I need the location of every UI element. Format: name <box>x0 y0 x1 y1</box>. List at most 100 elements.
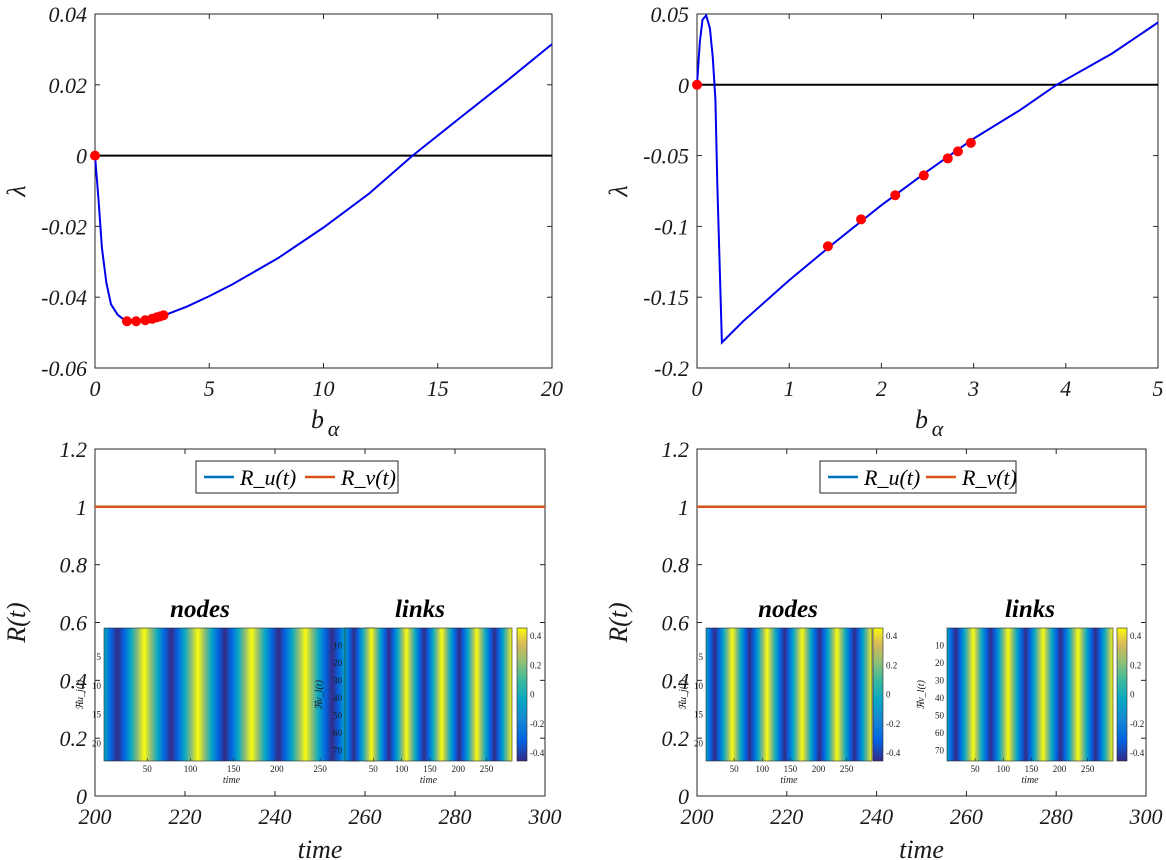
marker-point <box>90 150 100 161</box>
marker-point <box>890 190 901 201</box>
x-tick-label: 4 <box>1060 376 1071 401</box>
y-axis-label: R(t) <box>604 602 633 643</box>
inset-x-tick-label: 100 <box>997 764 1011 774</box>
y-tick-label: -0.06 <box>41 356 87 381</box>
legend-label: R_v(t) <box>961 465 1017 490</box>
colorbar-tick-label: -0.2 <box>530 719 544 729</box>
y-tick-label: 0 <box>678 784 689 809</box>
inset-y-tick-label: 30 <box>333 676 343 686</box>
inset-y-tick-label: 40 <box>333 693 343 703</box>
inset-y-tick-label: 15 <box>694 710 704 720</box>
y-tick-label: 1.2 <box>662 437 690 462</box>
x-tick-label: 260 <box>349 804 382 829</box>
y-tick-label: 0.2 <box>60 726 88 751</box>
inset-x-tick-label: 200 <box>270 764 284 774</box>
inset-x-tick-label: 100 <box>184 764 198 774</box>
colorbar-tick-label: -0.2 <box>886 719 900 729</box>
chart-top-left: 0 5 10 15 20 -0.06 -0.04 -0.02 0 0.02 0.04 b α λ <box>2 2 563 441</box>
inset-y-tick-label: 20 <box>92 739 102 749</box>
inset-x-label: time <box>1021 775 1039 786</box>
heatmap <box>946 627 1114 762</box>
x-tick-label: 15 <box>427 376 449 401</box>
inset-x-tick-label: 100 <box>395 764 409 774</box>
x-tick-label: 260 <box>950 804 983 829</box>
inset-x-label: time <box>780 775 798 786</box>
colorbar <box>1116 627 1128 762</box>
y-tick-label: 1.2 <box>60 437 88 462</box>
y-axis-label: λ <box>2 185 31 197</box>
y-tick-label: 1 <box>678 495 689 520</box>
colorbar-tick-label: 0.2 <box>886 660 897 670</box>
x-axis-label: b <box>915 405 928 434</box>
inset-y-tick-label: 10 <box>92 681 102 691</box>
heatmap <box>705 627 873 762</box>
inset-y-label: ℜv_l(t) <box>314 679 325 709</box>
x-tick-label: 280 <box>1040 804 1073 829</box>
y-tick-label: 0.2 <box>662 726 690 751</box>
marker-point <box>952 146 963 157</box>
colorbar-tick-label: -0.4 <box>886 748 901 758</box>
x-tick-label: 0 <box>692 376 703 401</box>
y-tick-label: 0.05 <box>651 2 690 27</box>
inset-x-tick-label: 150 <box>423 764 437 774</box>
legend-label: R_v(t) <box>340 465 396 490</box>
y-tick-label: 0.02 <box>49 73 88 98</box>
inset-y-tick-label: 10 <box>694 681 704 691</box>
colorbar-tick-label: 0 <box>886 690 891 700</box>
x-tick-label: 200 <box>681 804 714 829</box>
marker-point <box>965 137 976 148</box>
y-tick-label: -0.04 <box>41 285 87 310</box>
y-tick-label: 0 <box>678 73 689 98</box>
chart-top-right: 0 1 2 3 4 5 -0.2 -0.15 -0.1 -0.05 0 0.05 b α λ <box>604 2 1164 441</box>
y-tick-label: -0.2 <box>654 356 689 381</box>
y-axis-label: λ <box>604 185 633 197</box>
x-axis-label-subscript: α <box>328 416 340 441</box>
heatmap <box>344 627 513 762</box>
marker-point <box>942 153 953 164</box>
y-tick-label: 0.6 <box>60 611 88 636</box>
inset-y-tick-label: 20 <box>333 658 343 668</box>
inset-y-tick-label: 40 <box>935 693 945 703</box>
x-tick-label: 300 <box>528 804 562 829</box>
colorbar-tick-label: 0.2 <box>530 660 541 670</box>
inset-x-tick-label: 50 <box>369 764 379 774</box>
inset-title: nodes <box>170 596 230 623</box>
inset-y-label: ℜu_j(t) <box>678 679 689 710</box>
x-tick-label: 220 <box>770 804 803 829</box>
y-tick-label: 0.04 <box>49 2 88 27</box>
inset-x-tick-label: 50 <box>971 764 981 774</box>
inset-y-label: ℜu_j(t) <box>75 679 86 710</box>
x-tick-label: 240 <box>860 804 893 829</box>
x-tick-label: 220 <box>169 804 202 829</box>
chart-bottom-left: 200 220 240 260 280 30000.20.40.60.811.2timeR… <box>2 437 562 860</box>
x-tick-label: 10 <box>313 376 335 401</box>
inset-y-tick-label: 20 <box>694 739 704 749</box>
y-tick-label: 0.8 <box>662 553 690 578</box>
inset-y-tick-label: 60 <box>935 728 945 738</box>
y-tick-label: -0.15 <box>643 285 689 310</box>
inset-x-tick-label: 250 <box>1081 764 1095 774</box>
inset-y-tick-label: 60 <box>333 728 343 738</box>
inset-x-tick-label: 150 <box>227 764 241 774</box>
series-line-curve <box>94 43 553 324</box>
colorbar-tick-label: 0.4 <box>1130 631 1142 641</box>
inset-y-tick-label: 20 <box>935 658 945 668</box>
y-tick-label: 0 <box>76 144 87 169</box>
y-tick-label: -0.05 <box>643 144 689 169</box>
y-tick-label: -0.1 <box>654 214 689 239</box>
inset-x-tick-label: 150 <box>784 764 798 774</box>
inset-y-label: ℜv_l(t) <box>916 679 927 709</box>
x-tick-label: 200 <box>79 804 112 829</box>
y-tick-label: 1 <box>76 495 87 520</box>
inset-y-tick-label: 50 <box>333 711 343 721</box>
x-tick-label: 2 <box>876 376 887 401</box>
y-tick-label: 0.4 <box>662 668 690 693</box>
marker-point <box>822 241 833 252</box>
inset-x-label: time <box>420 775 438 786</box>
inset-x-tick-label: 150 <box>1025 764 1039 774</box>
x-tick-label: 5 <box>1153 376 1164 401</box>
x-tick-label: 5 <box>204 376 215 401</box>
inset-y-tick-label: 70 <box>333 746 343 756</box>
inset-nodes: nodes 0.4 0.2 0 -0.2 -0.4 50 100 150 200 250 time 5 1… <box>678 596 901 786</box>
